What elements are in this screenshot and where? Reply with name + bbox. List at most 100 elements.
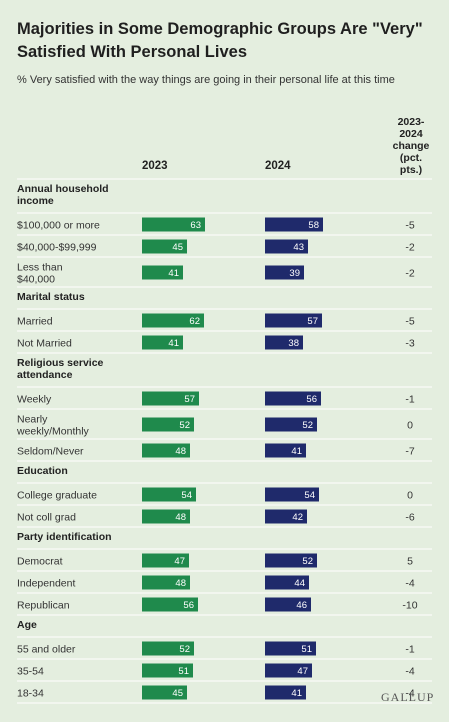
bar-2024-value: 46 (296, 600, 307, 611)
bar-2024 (265, 575, 309, 590)
bar-2024-value: 56 (306, 394, 317, 405)
row-label: Seldom/Never (17, 446, 84, 458)
row-label: Married (17, 316, 53, 328)
bar-2023 (142, 685, 187, 700)
bar-2024-value: 44 (294, 578, 305, 589)
bar-2023 (142, 313, 204, 328)
bar-2023 (142, 335, 183, 350)
bar-2024 (265, 509, 307, 524)
row-label: 35-54 (17, 666, 44, 678)
change-value: -5 (405, 316, 414, 328)
row-label: $40,000-$99,999 (17, 242, 97, 254)
chart-title: Majorities in Some Demographic Groups Ar… (17, 20, 423, 61)
bar-2023 (142, 417, 194, 432)
change-value: -2 (405, 268, 414, 280)
bar-2023 (142, 265, 183, 280)
bar-2023 (142, 443, 190, 458)
bar-2024 (265, 685, 306, 700)
bar-2023-value: 62 (189, 316, 200, 327)
bar-2024 (265, 443, 306, 458)
change-value: 0 (407, 490, 413, 502)
group-label: Annual household income (17, 183, 109, 207)
column-header-2023: 2023 (142, 160, 168, 172)
bar-2023-value: 57 (184, 394, 195, 405)
change-value: -2 (405, 242, 414, 254)
row-label: Weekly (17, 394, 52, 406)
bar-2023-value: 56 (183, 600, 194, 611)
bar-2023 (142, 597, 198, 612)
bar-2024-value: 42 (292, 512, 303, 523)
change-value: -1 (405, 644, 414, 656)
row-label: Nearly weekly/Monthly (16, 414, 90, 438)
bar-2024-value: 41 (291, 688, 302, 699)
bar-2024 (265, 313, 322, 328)
bar-2024-value: 38 (288, 338, 299, 349)
bar-2024 (265, 641, 316, 656)
group-label: Marital status (17, 291, 85, 303)
bar-2024 (265, 217, 323, 232)
bar-2023-value: 45 (172, 688, 183, 699)
bar-2024 (265, 417, 317, 432)
bar-2023-value: 47 (174, 556, 185, 567)
change-value: -5 (405, 220, 414, 232)
bar-2024 (265, 335, 303, 350)
bar-2023 (142, 575, 190, 590)
bar-2024-value: 57 (307, 316, 318, 327)
bar-2023 (142, 487, 196, 502)
change-value: -1 (405, 394, 414, 406)
change-value: -4 (405, 666, 414, 678)
change-value: -10 (402, 600, 417, 612)
bar-2023-value: 41 (168, 338, 179, 349)
change-value: -3 (405, 338, 414, 350)
row-label: Not coll grad (17, 512, 76, 524)
bar-2023 (142, 641, 194, 656)
bar-2024 (265, 553, 317, 568)
group-label: Religious service attendance (17, 357, 104, 381)
column-header-change: 2023- 2024 change (pct. pts.) (392, 116, 430, 176)
bar-2024-value: 39 (289, 268, 300, 279)
change-value: -7 (405, 446, 414, 458)
row-label: College graduate (17, 490, 97, 502)
chart-subtitle: % Very satisfied with the way things are… (17, 74, 395, 86)
bar-2024 (265, 663, 312, 678)
change-value: 0 (407, 420, 413, 432)
bar-2024-value: 52 (302, 420, 313, 431)
bar-2023-value: 52 (179, 420, 190, 431)
bar-2024 (265, 391, 321, 406)
bar-2024-value: 54 (304, 490, 315, 501)
bar-2024 (265, 265, 304, 280)
bar-2024 (265, 239, 308, 254)
change-value: -4 (405, 688, 414, 700)
bar-2023-value: 48 (175, 512, 186, 523)
bar-2024-value: 51 (301, 644, 312, 655)
group-label: Party identification (17, 531, 112, 543)
bar-2024-value: 52 (302, 556, 313, 567)
bar-2023 (142, 217, 205, 232)
bar-2023-value: 41 (168, 268, 179, 279)
bar-2023-value: 48 (175, 446, 186, 457)
group-label: Age (17, 619, 37, 631)
row-label: Less than $40,000 (17, 262, 63, 286)
row-label: 18-34 (17, 688, 44, 700)
change-value: 5 (407, 556, 413, 568)
row-label: 55 and older (17, 644, 76, 656)
bar-2024 (265, 597, 311, 612)
bar-2024-value: 41 (291, 446, 302, 457)
bar-2023-value: 48 (175, 578, 186, 589)
change-value: -4 (405, 578, 414, 590)
bar-2023 (142, 239, 187, 254)
bar-2024-value: 47 (297, 666, 308, 677)
column-header-2024: 2024 (265, 160, 291, 172)
bar-2023 (142, 391, 199, 406)
row-label: $100,000 or more (17, 220, 100, 232)
bar-2023-value: 51 (178, 666, 189, 677)
bar-2023-value: 52 (179, 644, 190, 655)
bar-2023 (142, 663, 193, 678)
row-label: Independent (17, 578, 75, 590)
bar-2023-value: 54 (181, 490, 192, 501)
bar-2024-value: 58 (308, 220, 319, 231)
row-label: Democrat (17, 556, 63, 568)
bar-2024 (265, 487, 319, 502)
row-label: Not Married (17, 338, 72, 350)
